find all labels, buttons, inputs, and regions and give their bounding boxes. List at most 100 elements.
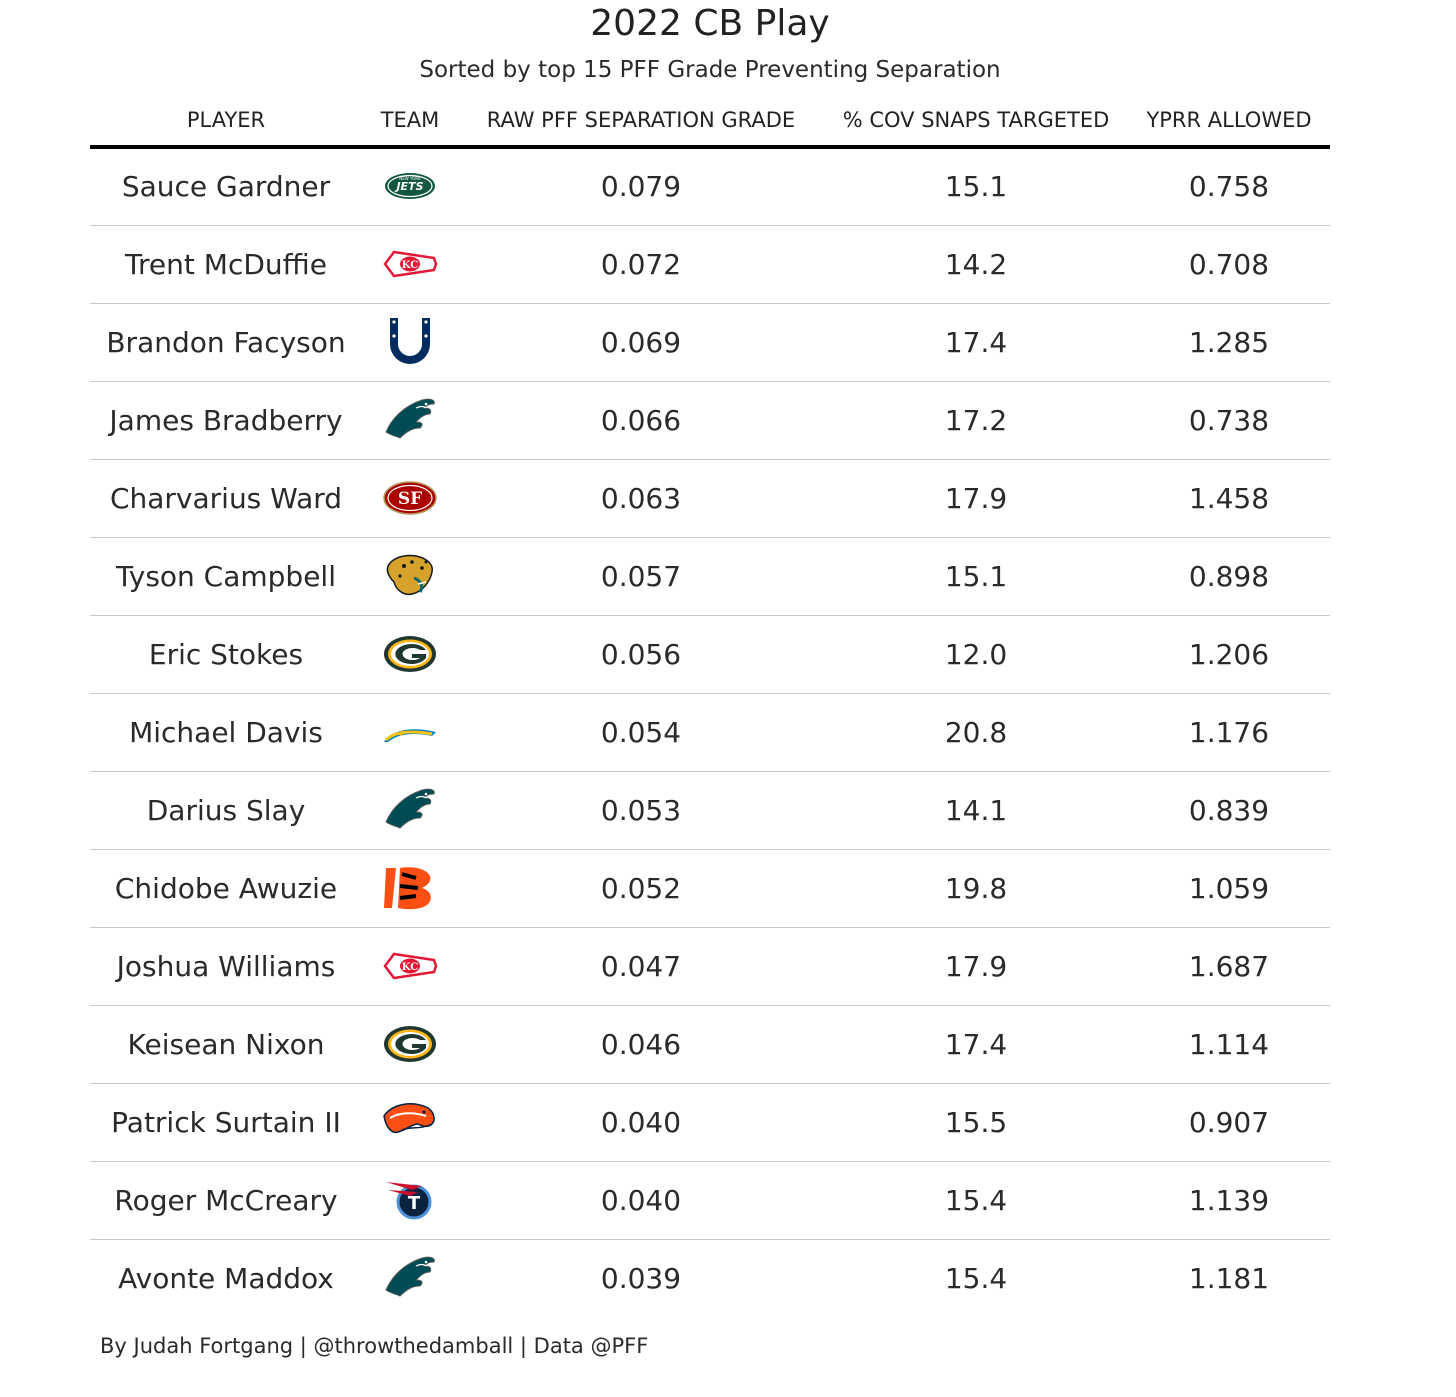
player-name: Brandon Facyson bbox=[106, 326, 346, 359]
cov-snaps-targeted-value: 17.4 bbox=[944, 326, 1008, 359]
jaguars-logo bbox=[382, 548, 438, 604]
team-cell bbox=[368, 616, 452, 693]
table-body: Sauce Gardner JETS NEW YORK 0.079 15.1 0.758 T… bbox=[90, 148, 1330, 1317]
player-name: Tyson Campbell bbox=[116, 560, 336, 593]
yprr-allowed-value: 0.839 bbox=[1188, 794, 1270, 827]
player-name: James Bradberry bbox=[109, 404, 343, 437]
player-name: Trent McDuffie bbox=[125, 248, 327, 281]
table-row: Chidobe Awuzie 0.052 19.8 1.059 bbox=[90, 850, 1330, 928]
team-cell bbox=[368, 304, 452, 381]
team-cell: JETS NEW YORK bbox=[368, 148, 452, 225]
yprr-allowed-value: 0.758 bbox=[1188, 170, 1270, 203]
separation-grade-value: 0.054 bbox=[600, 716, 682, 749]
player-name: Darius Slay bbox=[146, 794, 306, 827]
cov-snaps-targeted-value: 17.9 bbox=[944, 482, 1008, 515]
cov-snaps-targeted-value: 20.8 bbox=[944, 716, 1008, 749]
svg-text:SF: SF bbox=[398, 489, 422, 509]
column-header-player: PLAYER bbox=[186, 108, 266, 132]
yprr-allowed-value: 1.139 bbox=[1188, 1184, 1270, 1217]
cov-snaps-targeted-value: 17.2 bbox=[944, 404, 1008, 437]
team-cell: KC bbox=[368, 226, 452, 303]
cov-snaps-targeted-value: 12.0 bbox=[944, 638, 1008, 671]
yprr-allowed-value: 0.898 bbox=[1188, 560, 1270, 593]
eagles-logo bbox=[382, 392, 438, 448]
player-name: Michael Davis bbox=[129, 716, 323, 749]
team-cell bbox=[368, 538, 452, 615]
svg-text:KC: KC bbox=[402, 260, 418, 271]
separation-grade-value: 0.053 bbox=[600, 794, 682, 827]
cov-snaps-targeted-value: 14.2 bbox=[944, 248, 1008, 281]
cov-snaps-targeted-value: 14.1 bbox=[944, 794, 1008, 827]
cov-snaps-targeted-value: 15.4 bbox=[944, 1184, 1008, 1217]
table-row: James Bradberry 0.066 17.2 0.738 bbox=[90, 382, 1330, 460]
yprr-allowed-value: 1.458 bbox=[1188, 482, 1270, 515]
player-name: Sauce Gardner bbox=[121, 170, 331, 203]
player-name: Avonte Maddox bbox=[118, 1262, 334, 1295]
table-row: Darius Slay 0.053 14.1 0.839 bbox=[90, 772, 1330, 850]
column-header-cov-snaps-targeted: % COV SNAPS TARGETED bbox=[842, 108, 1110, 132]
player-name: Chidobe Awuzie bbox=[114, 872, 338, 905]
table-row: Sauce Gardner JETS NEW YORK 0.079 15.1 0.758 bbox=[90, 148, 1330, 226]
table-row: Patrick Surtain II 0.040 15.5 0.907 bbox=[90, 1084, 1330, 1162]
team-cell bbox=[368, 772, 452, 849]
player-name: Joshua Williams bbox=[116, 950, 336, 983]
cov-snaps-targeted-value: 15.1 bbox=[944, 560, 1008, 593]
team-cell: SF bbox=[368, 460, 452, 537]
separation-grade-value: 0.063 bbox=[600, 482, 682, 515]
svg-text:JETS: JETS bbox=[394, 180, 423, 193]
team-cell: T bbox=[368, 1162, 452, 1239]
yprr-allowed-value: 1.114 bbox=[1188, 1028, 1270, 1061]
table-row: Trent McDuffie KC 0.072 14.2 0.708 bbox=[90, 226, 1330, 304]
cov-snaps-targeted-value: 15.1 bbox=[944, 170, 1008, 203]
separation-grade-value: 0.072 bbox=[600, 248, 682, 281]
separation-grade-value: 0.069 bbox=[600, 326, 682, 359]
chargers-logo bbox=[382, 704, 438, 760]
player-name: Patrick Surtain II bbox=[111, 1106, 341, 1139]
yprr-allowed-value: 1.285 bbox=[1188, 326, 1270, 359]
colts-logo bbox=[382, 314, 438, 370]
separation-grade-value: 0.040 bbox=[600, 1184, 682, 1217]
yprr-allowed-value: 1.206 bbox=[1188, 638, 1270, 671]
yprr-allowed-value: 0.907 bbox=[1188, 1106, 1270, 1139]
chart-subtitle: Sorted by top 15 PFF Grade Preventing Se… bbox=[419, 57, 1001, 83]
player-name: Charvarius Ward bbox=[109, 482, 343, 515]
table-row: Eric Stokes 0.056 12.0 1.206 bbox=[90, 616, 1330, 694]
49ers-logo: SF bbox=[382, 470, 438, 526]
team-cell bbox=[368, 382, 452, 459]
separation-grade-value: 0.052 bbox=[600, 872, 682, 905]
table-row: Charvarius Ward SF 0.063 17.9 1.458 bbox=[90, 460, 1330, 538]
table-row: Joshua Williams KC 0.047 17.9 1.687 bbox=[90, 928, 1330, 1006]
separation-grade-value: 0.040 bbox=[600, 1106, 682, 1139]
packers-logo bbox=[382, 626, 438, 682]
cov-snaps-targeted-value: 15.4 bbox=[944, 1262, 1008, 1295]
separation-grade-value: 0.047 bbox=[600, 950, 682, 983]
cov-snaps-targeted-value: 19.8 bbox=[944, 872, 1008, 905]
table-row: Avonte Maddox 0.039 15.4 1.181 bbox=[90, 1240, 1330, 1317]
titans-logo: T bbox=[382, 1172, 438, 1228]
chiefs-logo: KC bbox=[382, 938, 438, 994]
footer-credit: By Judah Fortgang | @throwthedamball | D… bbox=[100, 1334, 649, 1358]
cov-snaps-targeted-value: 17.9 bbox=[944, 950, 1008, 983]
jets-logo: JETS NEW YORK bbox=[382, 158, 438, 214]
team-cell bbox=[368, 1006, 452, 1083]
team-cell bbox=[368, 1084, 452, 1161]
svg-text:NEW YORK: NEW YORK bbox=[399, 176, 421, 181]
svg-text:KC: KC bbox=[402, 962, 418, 973]
separation-grade-value: 0.056 bbox=[600, 638, 682, 671]
column-header-separation-grade: RAW PFF SEPARATION GRADE bbox=[486, 108, 796, 132]
svg-text:T: T bbox=[408, 1193, 421, 1214]
separation-grade-value: 0.057 bbox=[600, 560, 682, 593]
broncos-logo bbox=[382, 1094, 438, 1150]
separation-grade-value: 0.039 bbox=[600, 1262, 682, 1295]
separation-grade-value: 0.066 bbox=[600, 404, 682, 437]
team-cell bbox=[368, 850, 452, 927]
team-cell: KC bbox=[368, 928, 452, 1005]
chart-title: 2022 CB Play bbox=[590, 3, 830, 44]
chiefs-logo: KC bbox=[382, 236, 438, 292]
table-row: Michael Davis 0.054 20.8 1.176 bbox=[90, 694, 1330, 772]
table-row: Brandon Facyson 0.069 17.4 1.285 bbox=[90, 304, 1330, 382]
yprr-allowed-value: 1.687 bbox=[1188, 950, 1270, 983]
eagles-logo bbox=[382, 782, 438, 838]
yprr-allowed-value: 0.738 bbox=[1188, 404, 1270, 437]
table-header: PLAYER TEAM RAW PFF SEPARATION GRADE % C… bbox=[90, 100, 1330, 140]
